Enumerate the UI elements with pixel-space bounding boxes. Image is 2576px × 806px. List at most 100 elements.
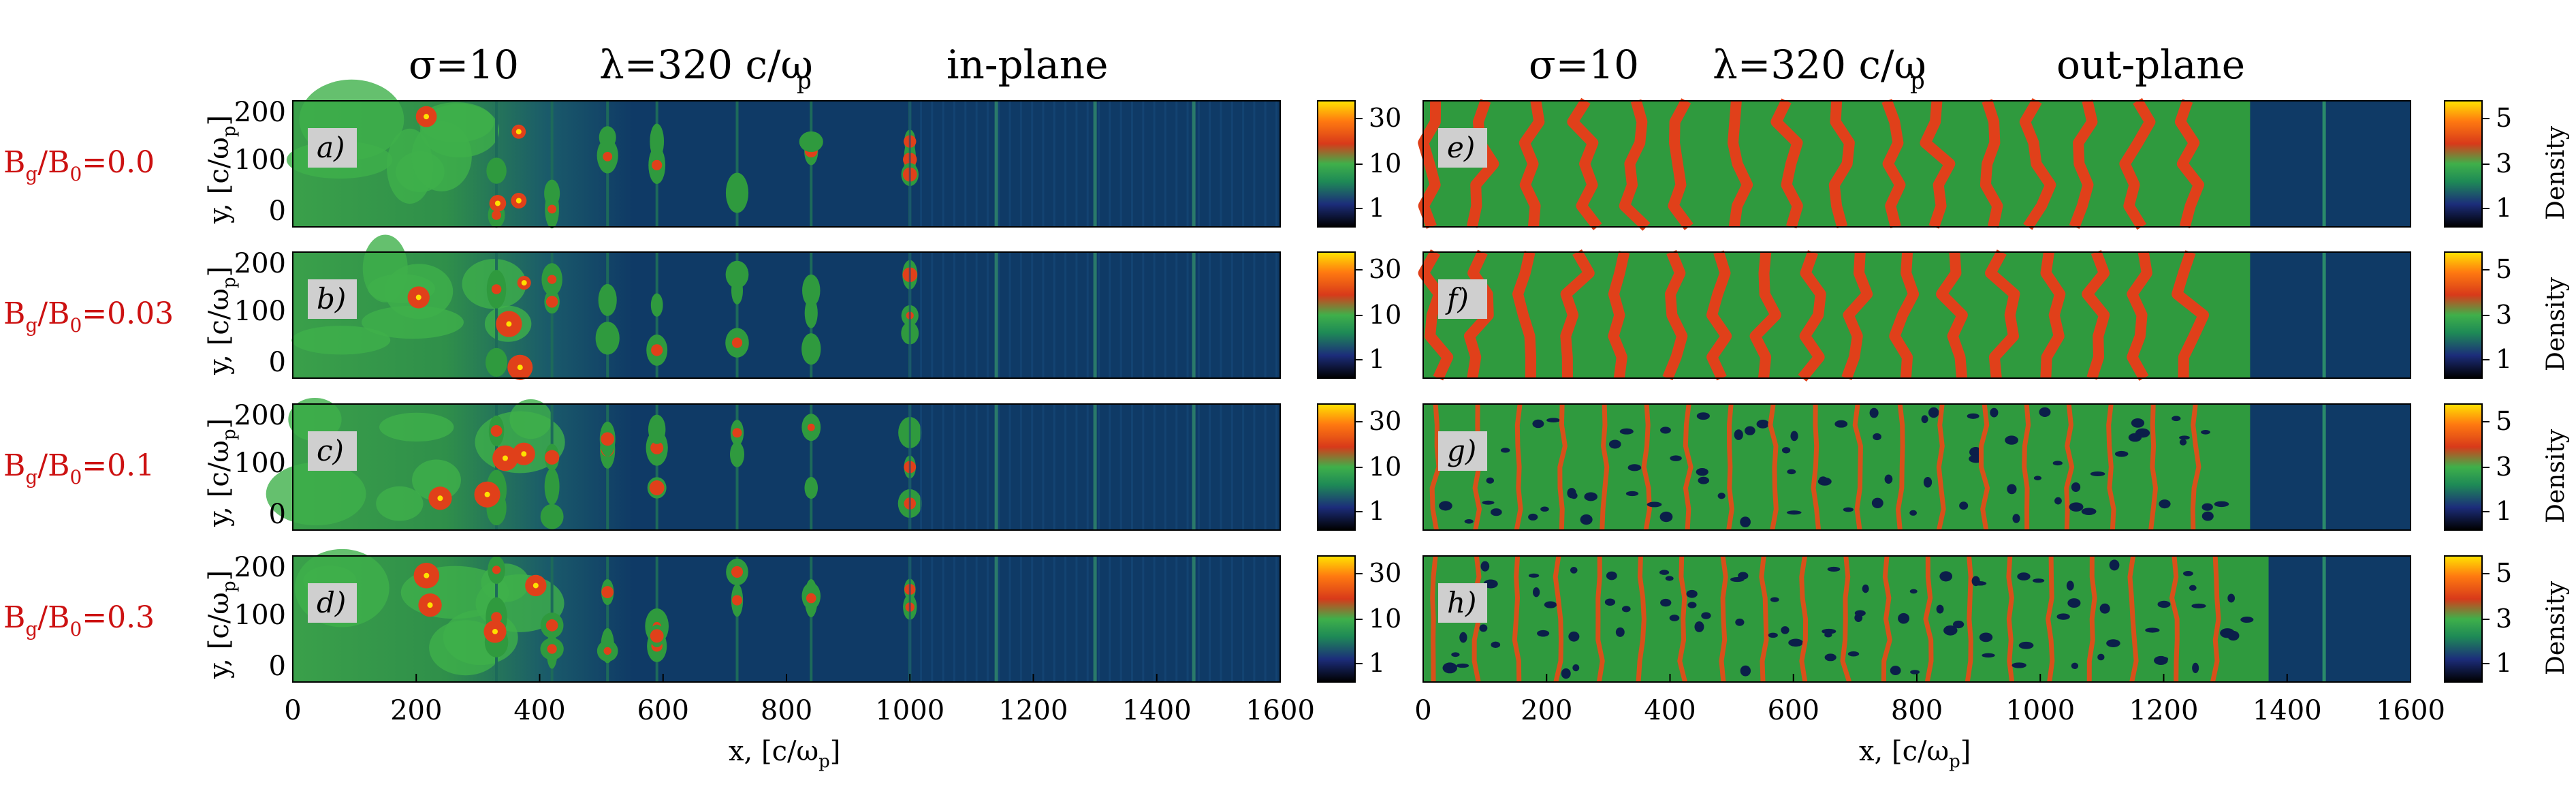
density-cavity — [2159, 499, 2171, 509]
density-cavity — [1619, 428, 1634, 435]
density-cavity — [1979, 632, 1993, 642]
x-tick-1000: 1000 — [875, 695, 944, 726]
hot-core-peak — [415, 294, 422, 300]
current-filament — [2148, 403, 2159, 531]
current-filament — [2190, 403, 2201, 531]
panel-tag-a): a) — [317, 131, 345, 164]
plasmoid-core — [731, 565, 744, 578]
right-title-lambda: λ=320 c/ω — [1713, 42, 1926, 88]
colorbar-tick-30: 30 — [1369, 254, 1401, 284]
current-filament — [1936, 251, 1968, 379]
density-cavity — [1696, 467, 1708, 476]
density-cavity — [1456, 663, 1469, 668]
density-cavity — [2179, 439, 2187, 446]
panel-tag-b): b) — [317, 282, 346, 315]
density-cavity — [1561, 668, 1571, 679]
current-filament — [2006, 555, 2015, 683]
hot-core-peak — [506, 321, 512, 327]
colorbar-tick-30: 30 — [1369, 406, 1401, 436]
density-cavity — [1615, 627, 1625, 637]
plasmoid — [540, 503, 564, 529]
density-cavity — [1869, 407, 1879, 418]
colorbar-tick-1: 1 — [2496, 344, 2512, 374]
current-filament — [2127, 251, 2152, 381]
current-filament — [1852, 403, 1863, 531]
density-cavity — [1670, 455, 1682, 461]
density-cavity — [1544, 601, 1557, 608]
current-filament — [1553, 555, 1564, 683]
density-cavity — [1928, 407, 1939, 418]
current-filament — [2082, 250, 2110, 380]
hot-core-peak — [521, 451, 527, 457]
plasmoid — [727, 174, 747, 207]
density-cavity — [1959, 501, 1969, 510]
density-cavity — [1584, 492, 1597, 501]
in-plane-panel-3: d) y, [c/ωp]200 100 0 30 10 1 — [204, 548, 1401, 683]
hot-core-peak — [515, 129, 522, 135]
density-cavity — [1862, 584, 1869, 593]
current-filament — [1595, 555, 1605, 683]
y-axis-label-0: y, [c/ωp] — [204, 115, 240, 224]
colorbar-title: Density — [2542, 429, 2570, 523]
colorbar-title: Density — [2542, 580, 2570, 675]
magnetic-island — [420, 104, 500, 158]
x-tick-200: 200 — [390, 695, 442, 726]
density-cavity — [1787, 469, 1796, 475]
density-cavity — [1540, 506, 1549, 512]
density-cavity — [1701, 612, 1711, 619]
colorbar-title: Density — [2542, 277, 2570, 371]
panel-tag-box — [308, 279, 357, 319]
y-axis-label-1: y, [c/ωp] — [204, 266, 240, 375]
panel-frame — [1422, 251, 2411, 379]
y-tick-200: 200 — [234, 400, 286, 431]
y-tick-200: 200 — [234, 552, 286, 583]
colorbar-tick-30: 30 — [1369, 103, 1401, 133]
density-cavity — [1660, 598, 1672, 607]
y-tick-100: 100 — [234, 296, 286, 327]
plasmoid-core — [601, 432, 615, 446]
colorbar-right-2 — [2444, 403, 2483, 531]
row-label-0: Bg/B0=0.0 — [3, 145, 155, 185]
plasmoid-core — [545, 619, 558, 632]
current-filament — [2022, 403, 2031, 531]
panel-frame — [1422, 403, 2411, 531]
density-cavity — [1606, 571, 1617, 580]
density-cavity — [2039, 407, 2051, 417]
current-filament — [1512, 555, 1522, 683]
density-cavity — [1659, 511, 1673, 523]
panel-frame — [292, 100, 1281, 228]
density-cavity — [2071, 482, 2081, 493]
current-filament — [1881, 555, 1892, 683]
current-filament — [1811, 403, 1822, 531]
plasmoid-core — [806, 593, 816, 604]
density-cavity — [2189, 585, 2197, 591]
plasmoid-core — [547, 204, 557, 214]
current-filament — [1600, 403, 1610, 531]
x-tick-400: 400 — [513, 695, 565, 726]
left-title-plane: in-plane — [947, 42, 1108, 88]
density-cavity — [1665, 576, 1674, 581]
density-cavity — [2157, 600, 2171, 608]
x-axis-label-1: x, [c/ωp] — [1859, 736, 1971, 772]
y-tick-0: 0 — [269, 499, 286, 530]
current-filament — [1706, 250, 1732, 381]
x-tick-600: 600 — [1768, 695, 1819, 726]
out-plane-panel-0: e) 5 3 1 Density — [1418, 97, 2570, 231]
hot-core-peak — [424, 572, 430, 578]
density-cavity — [1923, 476, 1933, 488]
density-cavity — [1694, 621, 1704, 632]
plasmoid-core — [547, 275, 557, 284]
current-filament — [1979, 99, 2003, 228]
density-cavity — [1943, 625, 1958, 636]
x-axis-label-0: x, [c/ωp] — [729, 736, 840, 772]
colorbar-tick-5: 5 — [2496, 558, 2512, 588]
density-cavity — [2032, 578, 2045, 583]
plasmoid-core — [545, 296, 558, 308]
current-filament — [1936, 403, 1946, 531]
current-filament — [1798, 250, 1826, 382]
magnetic-island — [291, 326, 391, 355]
x-tick-200: 200 — [1521, 695, 1572, 726]
density-cavity — [2017, 572, 2031, 580]
current-filament — [1985, 249, 2020, 379]
density-cavity — [1717, 493, 1726, 499]
